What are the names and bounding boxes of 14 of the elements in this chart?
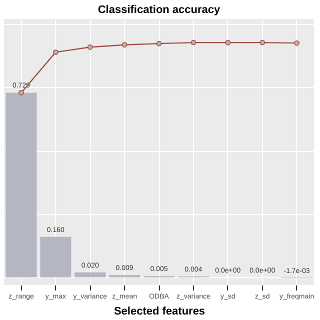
point (156, 40, 162, 46)
point (260, 40, 266, 46)
chart-title: Classification accuracy (98, 4, 222, 16)
point (225, 40, 231, 46)
point (190, 40, 196, 46)
point (18, 90, 24, 96)
bar (74, 272, 106, 278)
bar (40, 236, 72, 278)
point (122, 42, 128, 48)
x-axis-title: Selected features (114, 306, 206, 318)
point (294, 40, 300, 46)
bar (6, 92, 37, 278)
point (52, 49, 58, 55)
point (87, 44, 93, 50)
